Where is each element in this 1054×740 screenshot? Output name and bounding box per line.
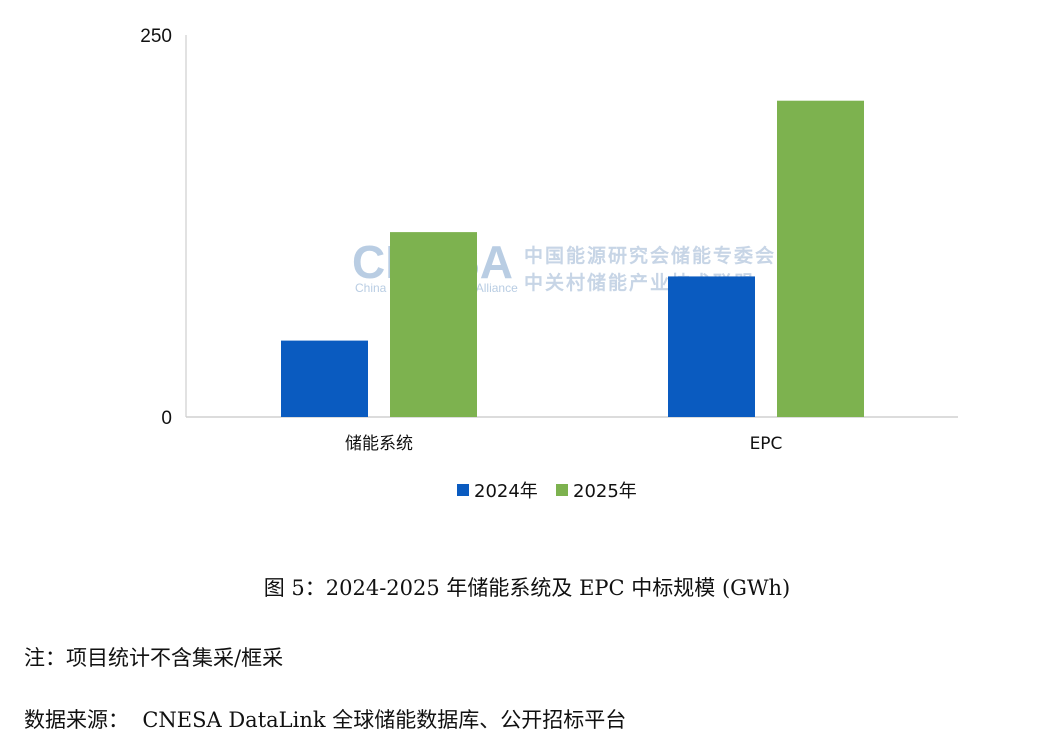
bar-2025-epc — [777, 100, 864, 417]
legend-label-2025: 2025年 — [573, 481, 637, 502]
figure-caption: 图 5：2024-2025 年储能系统及 EPC 中标规模 (GWh) — [263, 576, 791, 600]
legend: 2024年 2025年 — [457, 481, 637, 502]
bar-2024-storage-system — [281, 340, 368, 417]
data-source: 数据来源： CNESA DataLink 全球储能数据库、公开招标平台 — [24, 708, 627, 732]
bar-2025-storage-system — [390, 232, 477, 417]
chart-note: 注：项目统计不含集采/框采 — [24, 646, 284, 670]
legend-swatch-2024 — [457, 484, 469, 496]
y-tick-label-min: 0 — [161, 408, 172, 429]
y-tick-label-max: 250 — [140, 26, 172, 47]
watermark-line1: 中国能源研究会储能专委会 — [524, 244, 776, 267]
bar-chart: CNESA China Energy Storage Alliance 中国能源… — [140, 26, 958, 502]
bar-2024-epc — [668, 276, 755, 417]
category-label-epc: EPC — [750, 434, 783, 454]
legend-swatch-2025 — [556, 484, 568, 496]
category-label-storage-system: 储能系统 — [345, 434, 413, 454]
legend-label-2024: 2024年 — [474, 481, 538, 502]
